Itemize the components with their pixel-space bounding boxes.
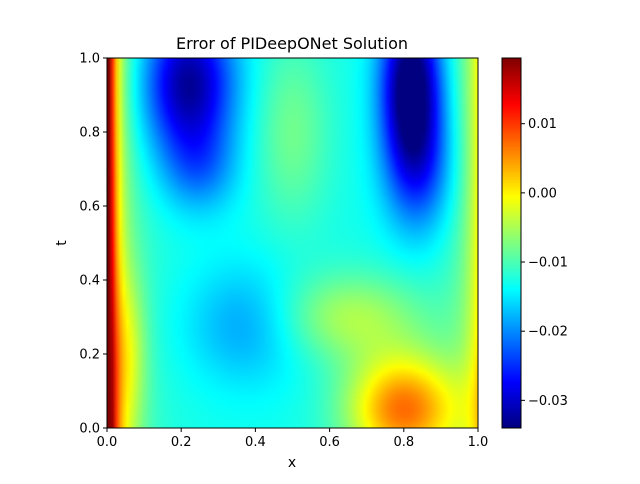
colorbar-ticks: 0.01 0.00 −0.01 −0.02 −0.03 [521, 117, 568, 409]
x-tick-label: 0.0 [97, 435, 118, 450]
heatmap-plot-area [106, 57, 479, 429]
x-tick-label: 0.6 [319, 435, 340, 450]
x-tick-label: 1.0 [468, 435, 489, 450]
y-axis-label: t [54, 240, 70, 246]
x-axis-ticks: 0.0 0.2 0.4 0.6 0.8 1.0 [97, 428, 489, 450]
colorbar-tick-label: 0.01 [528, 117, 557, 132]
colorbar: 0.01 0.00 −0.01 −0.02 −0.03 [501, 57, 568, 429]
error-heatmap-image [107, 58, 478, 428]
plot-frame [106, 57, 479, 429]
y-tick-label: 0.6 [79, 200, 100, 215]
y-tick-label: 0.2 [79, 348, 100, 363]
x-tick-label: 0.2 [171, 435, 192, 450]
y-tick-label: 1.0 [79, 52, 100, 67]
y-tick-label: 0.4 [79, 274, 100, 289]
x-axis-label: x [288, 455, 296, 471]
y-axis-ticks: 0.0 0.2 0.4 0.6 0.8 1.0 [79, 52, 107, 437]
y-tick-label: 0.8 [79, 126, 100, 141]
colorbar-tick-label: −0.02 [528, 325, 568, 340]
colorbar-tick-label: −0.01 [528, 256, 568, 271]
colorbar-frame [501, 57, 522, 429]
colorbar-tick-label: 0.00 [528, 186, 557, 201]
colorbar-gradient [502, 58, 521, 428]
x-tick-label: 0.8 [393, 435, 414, 450]
x-tick-label: 0.4 [245, 435, 266, 450]
chart-title: Error of PIDeepONet Solution [176, 34, 408, 53]
colorbar-tick-label: −0.03 [528, 394, 568, 409]
y-tick-label: 0.0 [79, 422, 100, 437]
